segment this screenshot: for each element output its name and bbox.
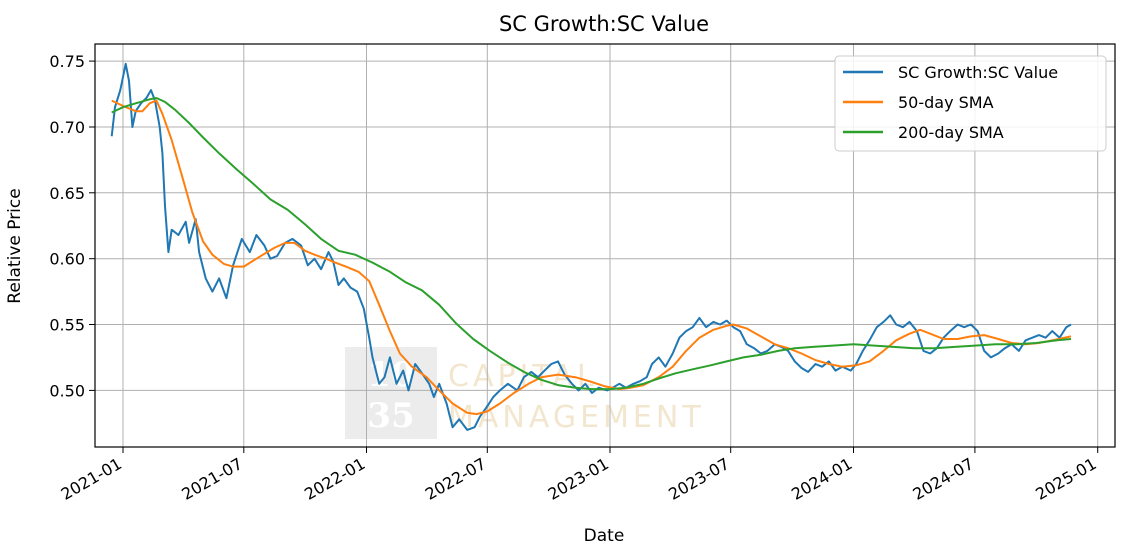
- y-tick-label: 0.50: [49, 381, 85, 400]
- legend-box: [834, 55, 1107, 152]
- series-layer: [110, 62, 1072, 431]
- legend-label-1: 50-day SMA: [898, 93, 994, 112]
- legend-label-0: SC Growth:SC Value: [898, 63, 1058, 82]
- chart-title: SC Growth:SC Value: [499, 12, 709, 36]
- watermark-box-line2: 35: [367, 396, 414, 436]
- y-tick-label: 0.60: [49, 250, 85, 269]
- watermark-text-line2: MANAGEMENT: [448, 400, 705, 435]
- y-tick-label: 0.75: [49, 52, 85, 71]
- x-axis-title: Date: [584, 526, 625, 546]
- y-tick-label: 0.65: [49, 184, 85, 203]
- y-axis: 0.50 0.55 0.60 0.65 0.70 0.75: [49, 52, 95, 400]
- y-tick-label: 0.70: [49, 118, 85, 137]
- series-line-1: [111, 99, 1072, 416]
- series-line-2: [111, 97, 1072, 391]
- plot-area-frame: [94, 43, 1116, 448]
- y-tick-label: 0.55: [49, 316, 85, 335]
- legend: SC Growth:SC Value 50-day SMA 200-day SMA: [834, 55, 1107, 152]
- y-axis-title: Relative Price: [5, 188, 25, 303]
- legend-label-2: 200-day SMA: [898, 123, 1004, 142]
